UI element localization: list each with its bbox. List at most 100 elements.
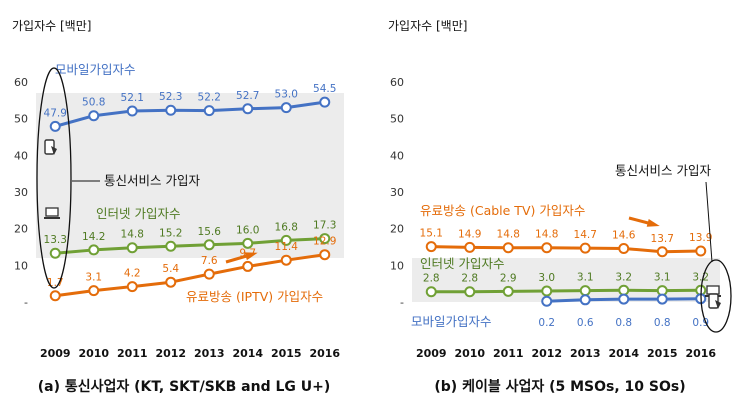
data-point bbox=[502, 242, 514, 254]
data-label: 13.7 bbox=[651, 233, 674, 245]
data-point bbox=[579, 242, 591, 254]
data-point bbox=[319, 249, 331, 261]
data-point bbox=[126, 281, 138, 293]
data-label: 52.2 bbox=[198, 92, 221, 104]
annotation-leader bbox=[705, 181, 713, 263]
data-label: 3.2 bbox=[615, 271, 632, 283]
data-point bbox=[203, 239, 215, 251]
series-line bbox=[55, 253, 325, 298]
data-point bbox=[541, 285, 553, 297]
data-label: 3.2 bbox=[692, 271, 709, 283]
y-tick-label: 20 bbox=[390, 223, 404, 236]
laptop-base bbox=[44, 217, 60, 219]
x-tick-label: 2015 bbox=[647, 347, 678, 360]
y-tick-label: 40 bbox=[390, 149, 404, 162]
y-tick-label: 10 bbox=[14, 259, 28, 272]
data-label: 3.0 bbox=[538, 272, 555, 284]
data-point bbox=[49, 247, 61, 259]
series-label: 유료방송 (IPTV) 가입자수 bbox=[186, 289, 323, 304]
data-point bbox=[88, 285, 100, 297]
panel-caption: (a) 통신사업자 (KT, SKT/SKB and LG U+) bbox=[38, 379, 331, 395]
data-point bbox=[242, 260, 254, 272]
trend-arrow-head bbox=[244, 252, 258, 261]
x-tick-label: 2012 bbox=[531, 347, 562, 360]
data-point bbox=[242, 237, 254, 249]
x-tick-label: 2013 bbox=[194, 347, 225, 360]
data-label: 14.2 bbox=[82, 231, 105, 243]
highlight-ellipse bbox=[36, 67, 72, 289]
y-tick-label: 10 bbox=[390, 259, 404, 272]
data-label: 52.7 bbox=[236, 90, 259, 102]
data-point bbox=[579, 285, 591, 297]
series-label: 인터넷 가입자수 bbox=[96, 206, 180, 221]
data-point bbox=[656, 293, 668, 305]
trend-arrow-head bbox=[646, 218, 660, 227]
data-point bbox=[49, 290, 61, 302]
laptop-screen bbox=[45, 207, 59, 217]
hand-shape bbox=[715, 300, 721, 309]
data-point bbox=[425, 286, 437, 298]
laptop-screen bbox=[706, 285, 720, 295]
data-label: 0.8 bbox=[615, 317, 632, 329]
data-point bbox=[425, 241, 437, 253]
x-tick-label: 2011 bbox=[117, 347, 148, 360]
data-point bbox=[280, 254, 292, 266]
highlight-ellipse bbox=[700, 259, 732, 333]
data-point bbox=[242, 103, 254, 115]
data-label: 14.8 bbox=[121, 229, 144, 241]
y-tick-label: 60 bbox=[390, 76, 404, 89]
x-tick-label: 2016 bbox=[309, 347, 340, 360]
data-point bbox=[541, 242, 553, 254]
annotation-label: 통신서비스 가입자 bbox=[104, 173, 200, 188]
data-point bbox=[319, 96, 331, 108]
data-point bbox=[88, 244, 100, 256]
series-label: 유료방송 (Cable TV) 가입자수 bbox=[420, 203, 585, 218]
data-label: 3.1 bbox=[85, 272, 102, 284]
y-tick-label: 40 bbox=[14, 149, 28, 162]
data-label: 3.1 bbox=[577, 272, 594, 284]
data-label: 16.8 bbox=[275, 221, 298, 233]
x-tick-label: 2009 bbox=[40, 347, 71, 360]
y-tick-label: - bbox=[24, 296, 28, 309]
y-tick-label: 30 bbox=[390, 186, 404, 199]
series-label: 인터넷 가입자수 bbox=[420, 256, 504, 271]
x-tick-label: 2015 bbox=[271, 347, 302, 360]
y-tick-label: - bbox=[400, 296, 404, 309]
data-point bbox=[280, 102, 292, 114]
x-tick-label: 2010 bbox=[454, 347, 485, 360]
y-tick-label: 50 bbox=[390, 113, 404, 126]
data-point bbox=[541, 295, 553, 307]
data-point bbox=[165, 104, 177, 116]
data-point bbox=[618, 293, 630, 305]
x-tick-label: 2014 bbox=[232, 347, 263, 360]
data-label: 53.0 bbox=[275, 89, 298, 101]
x-tick-label: 2011 bbox=[493, 347, 524, 360]
data-point bbox=[126, 242, 138, 254]
shaded-band bbox=[412, 258, 720, 302]
data-label: 7.6 bbox=[201, 255, 218, 267]
data-point bbox=[126, 105, 138, 117]
laptop-icon bbox=[44, 207, 60, 219]
data-label: 13.9 bbox=[689, 232, 712, 244]
mobile-device-icon bbox=[708, 293, 721, 309]
series-line bbox=[54, 100, 325, 128]
x-tick-label: 2016 bbox=[685, 347, 716, 360]
data-label: 16.0 bbox=[236, 224, 259, 236]
series-label: 모바일가입자수 bbox=[411, 314, 492, 329]
data-label: 15.2 bbox=[159, 227, 182, 239]
data-label: 0.6 bbox=[577, 317, 594, 329]
data-label: 2.8 bbox=[461, 273, 478, 285]
panel-telecom: 가입자수 [백만] - 10 20 30 40 50 60 2009 2010 2011 2012 20… bbox=[12, 19, 344, 395]
data-label: 14.7 bbox=[574, 229, 597, 241]
data-label: 3.1 bbox=[654, 272, 671, 284]
series-label: 모바일가입자수 bbox=[55, 62, 136, 77]
x-tick-label: 2012 bbox=[155, 347, 186, 360]
data-point bbox=[502, 285, 514, 297]
data-point bbox=[695, 245, 707, 257]
data-label: 14.6 bbox=[612, 229, 636, 241]
series-line bbox=[431, 245, 701, 254]
series-line bbox=[431, 288, 701, 294]
unit-label: 가입자수 [백만] bbox=[12, 19, 91, 33]
data-label: 12.9 bbox=[313, 236, 336, 248]
